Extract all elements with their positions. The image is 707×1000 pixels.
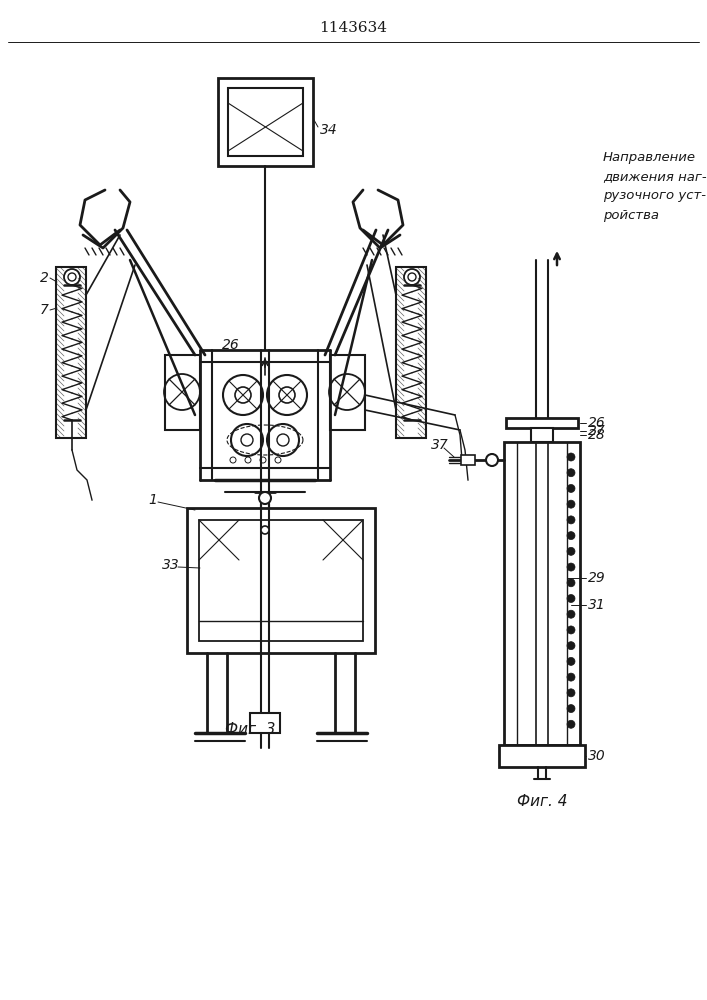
Bar xyxy=(504,442,580,745)
Bar xyxy=(56,267,86,438)
Bar xyxy=(250,713,280,733)
Text: 33: 33 xyxy=(162,558,180,572)
Text: 26: 26 xyxy=(222,338,240,352)
Text: Фиг. 3: Фиг. 3 xyxy=(225,722,275,738)
Circle shape xyxy=(567,642,575,650)
Circle shape xyxy=(567,610,575,618)
Circle shape xyxy=(567,532,575,540)
Circle shape xyxy=(567,720,575,728)
Bar xyxy=(396,267,426,438)
Circle shape xyxy=(567,626,575,634)
Bar xyxy=(165,355,200,430)
Bar xyxy=(228,88,303,156)
Text: рузочного уст-: рузочного уст- xyxy=(603,190,706,202)
Text: ройства: ройства xyxy=(603,209,659,222)
Bar xyxy=(506,418,578,428)
Circle shape xyxy=(567,705,575,713)
Circle shape xyxy=(567,547,575,555)
Text: 1143634: 1143634 xyxy=(319,21,387,35)
Text: 27: 27 xyxy=(588,424,606,438)
Text: 37: 37 xyxy=(431,438,449,452)
Text: 26: 26 xyxy=(588,416,606,430)
Circle shape xyxy=(567,453,575,461)
Text: 2: 2 xyxy=(40,271,49,285)
Bar xyxy=(531,428,553,442)
Text: 29: 29 xyxy=(588,571,606,585)
Circle shape xyxy=(567,657,575,665)
Text: Направление: Направление xyxy=(603,151,696,164)
Bar xyxy=(199,520,363,641)
Circle shape xyxy=(567,469,575,477)
Text: 1: 1 xyxy=(148,493,157,507)
Circle shape xyxy=(259,492,271,504)
Circle shape xyxy=(567,484,575,492)
Text: 34: 34 xyxy=(320,123,338,137)
Circle shape xyxy=(567,500,575,508)
Text: 7: 7 xyxy=(40,303,49,317)
Text: движения наг-: движения наг- xyxy=(603,170,706,184)
Circle shape xyxy=(567,516,575,524)
Bar xyxy=(187,508,375,653)
Bar xyxy=(330,355,365,430)
Circle shape xyxy=(486,454,498,466)
Bar xyxy=(218,78,313,166)
Circle shape xyxy=(567,563,575,571)
Circle shape xyxy=(567,579,575,587)
Text: 30: 30 xyxy=(588,749,606,763)
Circle shape xyxy=(567,594,575,602)
Text: Фиг. 4: Фиг. 4 xyxy=(517,794,567,810)
Bar xyxy=(461,455,475,465)
Circle shape xyxy=(261,526,269,534)
Text: 31: 31 xyxy=(588,598,606,612)
Circle shape xyxy=(567,689,575,697)
Bar xyxy=(499,745,585,767)
Circle shape xyxy=(567,673,575,681)
Text: 28: 28 xyxy=(588,428,606,442)
